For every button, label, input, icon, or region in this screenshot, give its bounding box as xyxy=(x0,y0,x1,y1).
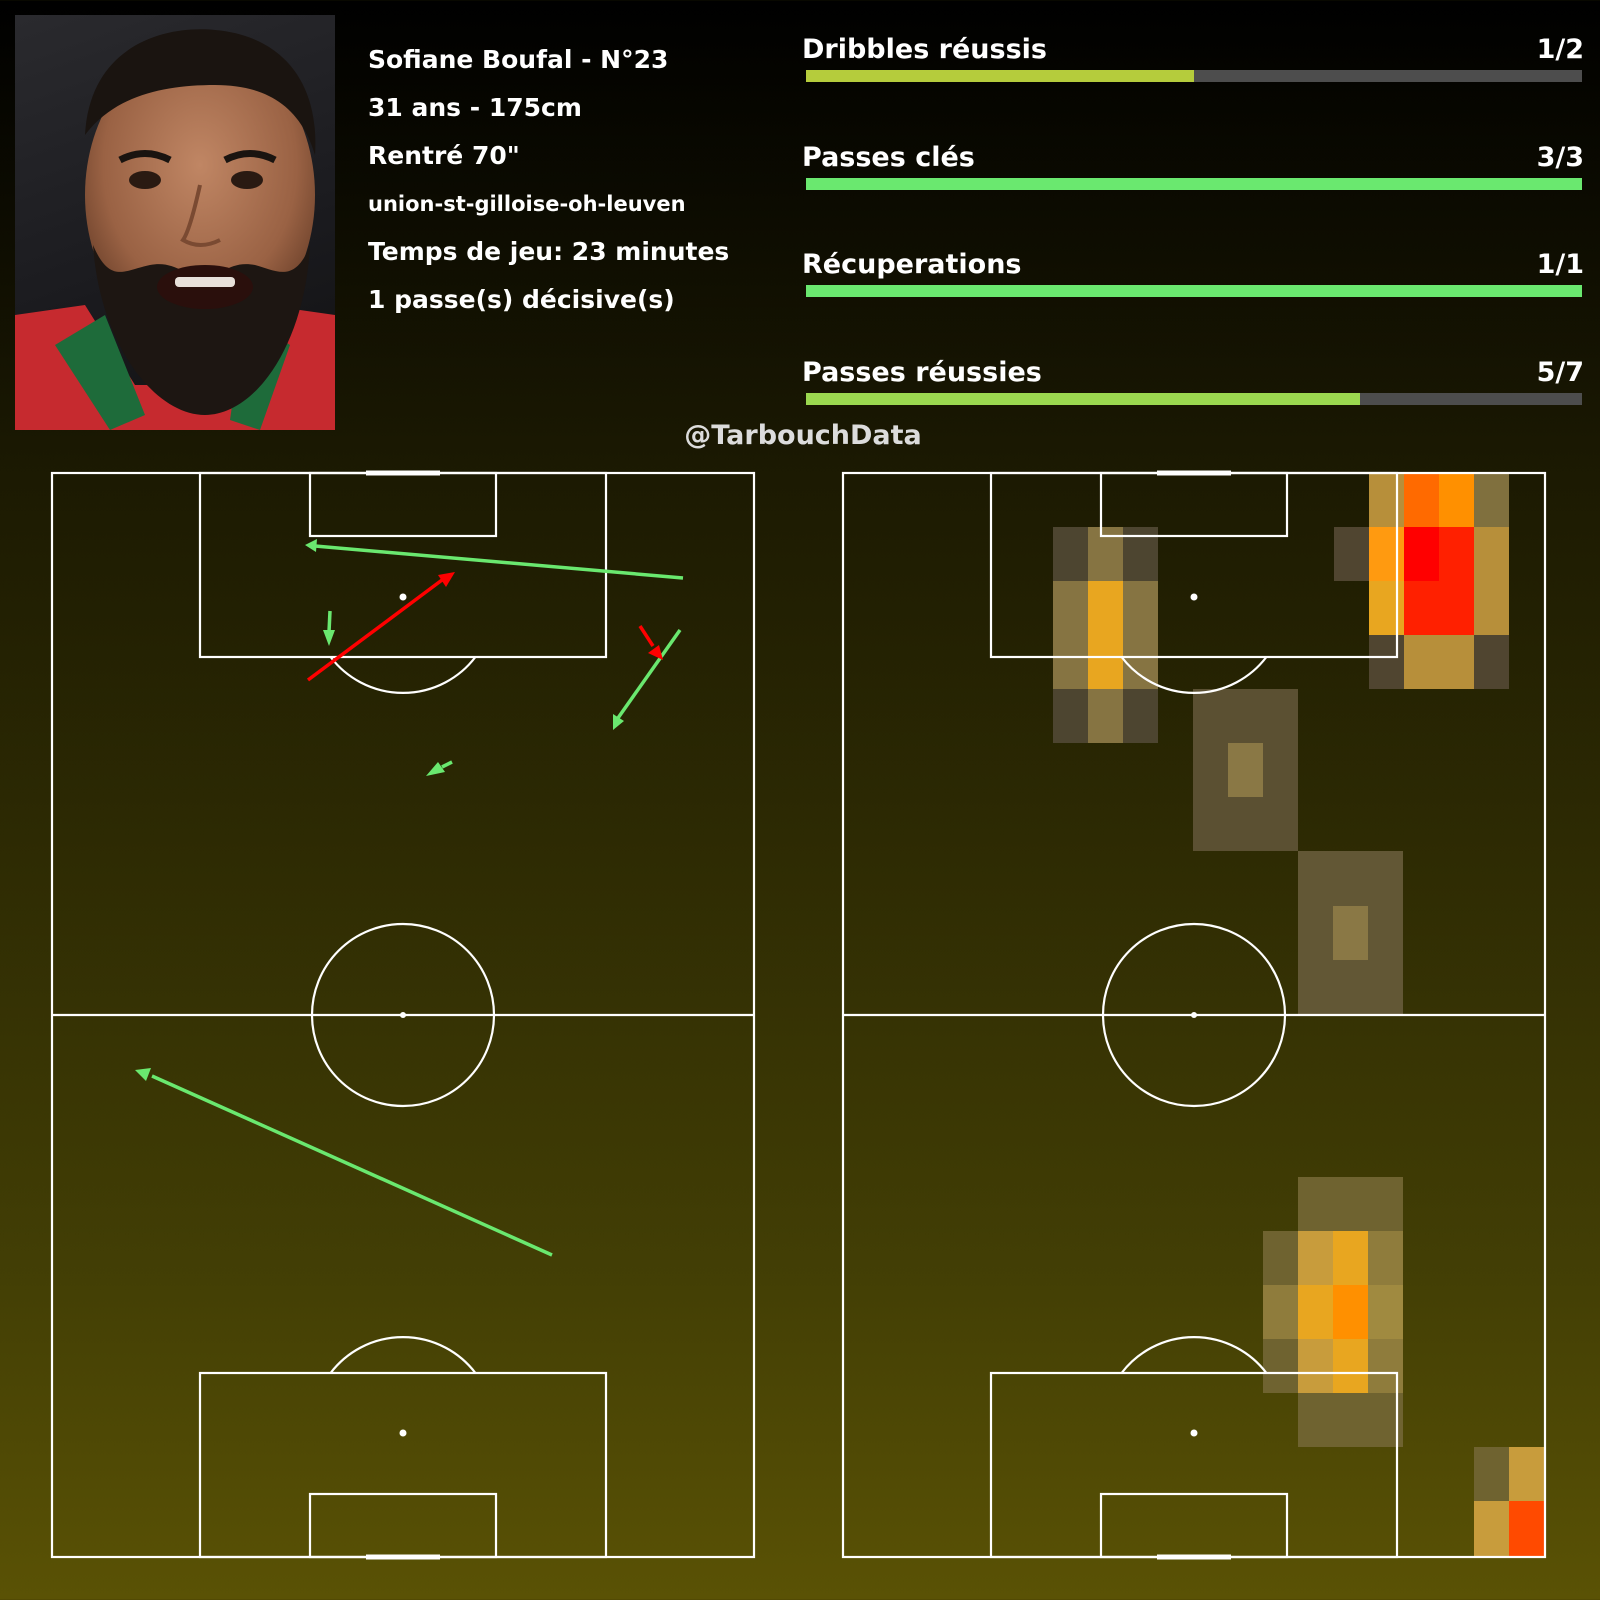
heatmap-cell xyxy=(1369,473,1404,527)
heatmap-cell xyxy=(1404,473,1439,527)
stat-value: 1/2 xyxy=(1536,34,1584,65)
heatmap-cell xyxy=(1369,581,1404,635)
heatmap-cell xyxy=(1263,1231,1298,1285)
heatmap-cell xyxy=(1404,527,1439,581)
pitch-spots xyxy=(1190,593,1198,1437)
stat-bar-track xyxy=(806,70,1582,82)
heatmap-cell xyxy=(1298,1339,1333,1393)
player-name: Sofiane Boufal - N°23 xyxy=(368,45,669,74)
player-sub-info: Rentré 70" xyxy=(368,141,520,170)
pass-arrow xyxy=(616,628,682,720)
heatmap-cell xyxy=(1404,581,1439,635)
heatmap-cell xyxy=(1368,1231,1403,1285)
stat-label: Dribbles réussis xyxy=(802,34,1047,65)
heatmap-cell xyxy=(1298,1285,1333,1339)
stat-bar-fill xyxy=(806,70,1194,82)
arrow-head xyxy=(135,1068,151,1081)
stat-label: Récuperations xyxy=(802,249,1022,280)
arrow-head xyxy=(613,714,624,730)
heatmap xyxy=(1053,473,1545,1557)
stat-value: 5/7 xyxy=(1536,357,1584,388)
player-age-height: 31 ans - 175cm xyxy=(368,93,582,122)
arrow-head xyxy=(323,630,335,646)
arrow-head xyxy=(438,572,455,587)
stat-bar-track xyxy=(806,285,1582,297)
stat-bar-fill xyxy=(806,178,1582,190)
stat-passes: Passes réussies 5/7 xyxy=(802,357,1584,437)
playing-time: Temps de jeu: 23 minutes xyxy=(368,237,730,266)
heatmap-cell xyxy=(1263,1285,1298,1339)
heatmap-pitch xyxy=(841,470,1547,1560)
pass-map-pitch xyxy=(50,470,756,1560)
heatmap-cell xyxy=(1298,1393,1403,1447)
arrow-head xyxy=(305,539,317,552)
pitch-spots xyxy=(399,593,407,1437)
heatmap-cell xyxy=(1263,1339,1298,1393)
heatmap-cell xyxy=(1123,689,1158,743)
pass-arrow xyxy=(151,1074,553,1257)
assists: 1 passe(s) décisive(s) xyxy=(368,285,675,314)
heatmap-cell xyxy=(1509,1501,1545,1557)
heatmap-cell xyxy=(1333,1285,1368,1339)
heatmap-cell xyxy=(1088,581,1123,689)
stat-key-passes: Passes clés 3/3 xyxy=(802,142,1584,222)
pitch-lines xyxy=(841,470,1547,1560)
player-photo xyxy=(15,15,335,430)
heatmap-cell xyxy=(1298,1177,1403,1231)
pass-arrow xyxy=(327,610,332,633)
player-portrait-image xyxy=(15,29,335,430)
stat-value: 3/3 xyxy=(1536,142,1584,173)
heatmap-cell xyxy=(1228,743,1263,797)
heatmap-cell xyxy=(1474,1447,1509,1501)
heatmap-cell xyxy=(1334,527,1369,581)
heatmap-cell xyxy=(1474,1501,1509,1557)
stat-value: 1/1 xyxy=(1536,249,1584,280)
pass-arrow-failed xyxy=(306,578,444,682)
pass-arrows xyxy=(135,539,684,1257)
heatmap-cell xyxy=(1123,581,1158,689)
heatmap-cell xyxy=(1053,527,1088,581)
heatmap-cell xyxy=(1368,1285,1403,1339)
heatmap-cell xyxy=(1333,1231,1368,1285)
heatmap-cell xyxy=(1404,635,1439,689)
pass-arrow xyxy=(314,544,684,580)
pass-arrow-failed xyxy=(638,625,655,647)
heatmap-cell xyxy=(1369,527,1404,581)
stat-bar-fill xyxy=(806,285,1582,297)
heatmap-cell xyxy=(1439,635,1474,689)
heatmap-cell xyxy=(1333,906,1368,960)
stat-dribbles: Dribbles réussis 1/2 xyxy=(802,34,1584,114)
heatmap-cell xyxy=(1333,1339,1368,1393)
author-handle: @TarbouchData xyxy=(684,420,922,451)
stat-bar-fill xyxy=(806,393,1361,405)
heatmap-cell xyxy=(1439,527,1474,581)
heatmap-cell xyxy=(1474,473,1509,527)
pass-arrow xyxy=(441,760,453,769)
heatmap-cell xyxy=(1088,689,1123,743)
heatmap-cell xyxy=(1369,635,1404,689)
heatmap-cell xyxy=(1053,689,1088,743)
heatmap-cell xyxy=(1474,635,1509,689)
arrow-head xyxy=(648,645,663,660)
arrow-head xyxy=(426,762,445,776)
heatmap-cell xyxy=(1439,473,1474,527)
stat-recoveries: Récuperations 1/1 xyxy=(802,249,1584,329)
heatmap-cell xyxy=(1474,581,1509,635)
stat-label: Passes clés xyxy=(802,142,975,173)
heatmap-cell xyxy=(1509,1447,1545,1501)
stat-bar-track xyxy=(806,178,1582,190)
match-name: union-st-gilloise-oh-leuven xyxy=(368,192,686,216)
heatmap-cell xyxy=(1474,527,1509,581)
heatmap-cell xyxy=(1053,581,1088,689)
stat-label: Passes réussies xyxy=(802,357,1042,388)
heatmap-cell xyxy=(1439,581,1474,635)
heatmap-cell xyxy=(1298,1231,1333,1285)
player-info: Sofiane Boufal - N°23 31 ans - 175cm Ren… xyxy=(368,36,729,324)
stat-bar-track xyxy=(806,393,1582,405)
pitch-lines xyxy=(50,470,756,1560)
